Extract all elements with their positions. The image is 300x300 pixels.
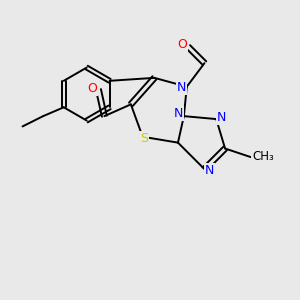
Text: O: O	[87, 82, 97, 95]
Text: N: N	[177, 81, 186, 94]
Text: CH₃: CH₃	[252, 150, 274, 163]
Text: O: O	[177, 38, 187, 51]
Text: N: N	[174, 107, 183, 120]
Text: N: N	[205, 164, 214, 177]
Text: S: S	[140, 132, 148, 145]
Text: N: N	[217, 111, 226, 124]
